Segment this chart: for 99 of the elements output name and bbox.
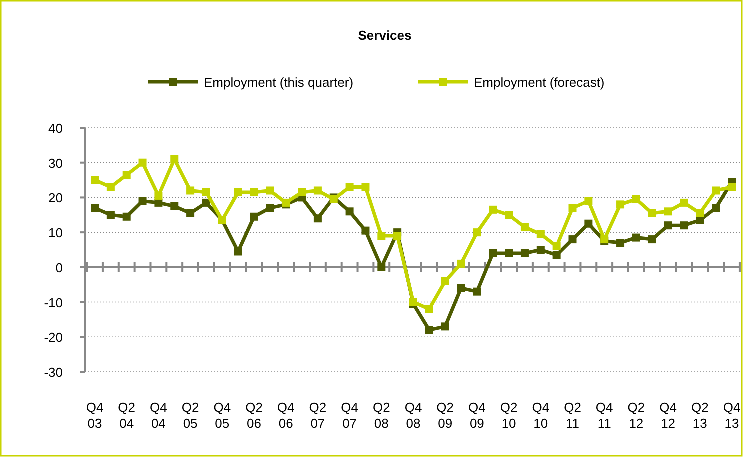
- point: [648, 236, 656, 244]
- point: [202, 188, 210, 196]
- point: [568, 204, 577, 212]
- point: [250, 212, 258, 221]
- x-tick-label: Q2 06: [246, 400, 263, 431]
- x-tick-label: Q4 03: [86, 400, 104, 431]
- x-tick-label: Q4 05: [214, 400, 232, 431]
- point: [712, 204, 720, 212]
- x-tick-label: Q4 07: [341, 400, 358, 431]
- x-tick-label: Q4 12: [660, 400, 677, 431]
- point: [728, 183, 736, 192]
- point: [154, 192, 163, 200]
- y-tick-label: 40: [48, 121, 63, 136]
- point: [106, 211, 115, 220]
- point: [346, 208, 354, 216]
- point: [122, 171, 131, 180]
- point: [298, 188, 306, 196]
- point: [664, 208, 672, 216]
- point: [170, 202, 179, 210]
- point: [680, 198, 688, 207]
- point: [425, 326, 434, 334]
- point: [505, 211, 514, 220]
- point: [266, 204, 274, 212]
- x-tick-label: Q2 11: [564, 400, 582, 431]
- x-tick-label: Q4 09: [468, 400, 486, 431]
- point: [425, 305, 434, 314]
- point: [489, 249, 498, 258]
- point: [473, 288, 482, 296]
- x-tick-label: Q4 10: [532, 400, 550, 431]
- x-tick-label: Q4 06: [277, 400, 295, 431]
- point: [441, 322, 450, 331]
- x-tick-label: Q2 08: [372, 400, 390, 431]
- x-tick-label: Q2 13: [691, 400, 709, 431]
- point: [616, 200, 625, 209]
- point: [441, 277, 450, 286]
- point: [680, 222, 688, 230]
- x-tick-label: Q4 13: [723, 400, 741, 431]
- point: [505, 249, 514, 258]
- point: [362, 226, 370, 235]
- point: [457, 260, 466, 268]
- point: [568, 236, 577, 244]
- point: [394, 232, 402, 240]
- point: [91, 176, 99, 184]
- point: [122, 212, 131, 221]
- y-tick-label: 10: [48, 226, 63, 241]
- x-tick-label: Q2 12: [628, 400, 646, 431]
- point: [584, 197, 593, 206]
- x-tick-label: Q4 08: [404, 400, 422, 431]
- point: [473, 228, 482, 237]
- y-tick-label: -30: [44, 365, 63, 380]
- y-tick-label: 20: [48, 190, 63, 206]
- point: [378, 232, 386, 240]
- y-tick-label: 30: [48, 156, 63, 171]
- x-tick-label: Q2 07: [309, 400, 327, 431]
- x-tick-label: Q4 11: [596, 400, 614, 431]
- point: [520, 223, 529, 232]
- point: [186, 209, 195, 218]
- point: [536, 246, 545, 254]
- point: [584, 220, 593, 228]
- point: [712, 186, 720, 195]
- x-tick-label: Q2 04: [118, 400, 136, 431]
- point: [314, 214, 322, 223]
- x-tick-label: Q2 10: [500, 400, 518, 431]
- point: [138, 158, 147, 167]
- y-tick-label: 0: [56, 260, 63, 276]
- point: [250, 188, 258, 196]
- point: [616, 239, 625, 248]
- legend-label: Employment (this quarter): [204, 75, 354, 90]
- point: [632, 195, 640, 204]
- point: [457, 284, 466, 292]
- point: [186, 186, 195, 195]
- chart-title: Services: [358, 28, 412, 43]
- point: [106, 183, 115, 192]
- x-tick-label: Q4 04: [150, 400, 168, 431]
- point: [266, 186, 274, 195]
- point: [520, 249, 529, 258]
- point: [378, 263, 386, 272]
- x-tick-label: Q2 05: [182, 400, 200, 431]
- point: [170, 155, 179, 164]
- y-tick-label: -10: [44, 295, 63, 310]
- point: [91, 204, 99, 212]
- point: [362, 183, 370, 192]
- point: [314, 186, 322, 195]
- point: [696, 209, 704, 218]
- point: [552, 251, 561, 260]
- legend-label: Employment (forecast): [474, 75, 605, 90]
- point: [234, 248, 242, 256]
- point: [664, 222, 672, 230]
- point: [552, 242, 561, 251]
- point: [346, 183, 354, 192]
- point: [536, 230, 545, 238]
- point: [632, 234, 640, 242]
- point: [138, 197, 147, 206]
- point: [234, 188, 242, 196]
- point: [202, 198, 210, 207]
- point: [489, 206, 498, 214]
- x-tick-label: Q2 09: [436, 400, 454, 431]
- y-tick-label: -20: [44, 330, 63, 346]
- point: [648, 209, 656, 218]
